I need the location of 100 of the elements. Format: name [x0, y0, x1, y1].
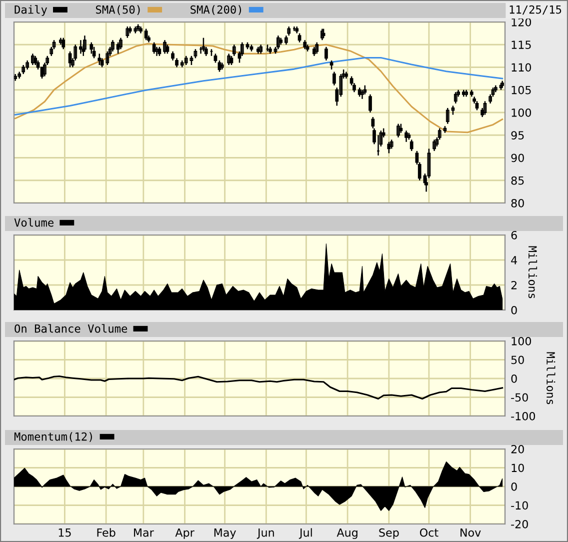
candlestick [432, 139, 436, 152]
y-axis-title: Millions [528, 246, 538, 298]
candlestick [98, 53, 102, 66]
candlestick [26, 60, 30, 70]
candlestick [111, 39, 114, 52]
x-tick-label: Jun [256, 528, 274, 539]
y-tick-label: 100 [512, 108, 532, 117]
legend-label: On Balance Volume [14, 324, 128, 333]
y-tick-label: -10 [511, 501, 528, 510]
y-tick-label: 90 [511, 154, 524, 162]
candlestick [454, 92, 458, 104]
candlestick [232, 44, 236, 57]
legend-label: Daily [14, 5, 48, 16]
candlestick [322, 28, 326, 38]
y-tick-label: -50 [511, 393, 528, 402]
candlestick [214, 53, 218, 64]
candlestick [475, 100, 479, 111]
candlestick [158, 46, 162, 57]
candlestick [163, 39, 166, 54]
y-tick-label: 105 [512, 86, 531, 94]
candlestick [315, 42, 319, 54]
y-tick-label: 20 [511, 444, 524, 454]
candlestick [190, 55, 194, 66]
y-tick-label: 0 [511, 482, 517, 491]
candlestick [194, 48, 198, 59]
line-series [14, 56, 504, 116]
x-tick-label: May [214, 528, 236, 539]
legend-label: Momentum(12) [14, 432, 92, 442]
candlestick [22, 64, 26, 75]
candlestick [390, 139, 394, 150]
candlestick [116, 42, 120, 54]
candlestick [144, 28, 148, 41]
x-tick-label: Mar [134, 528, 154, 537]
candlestick [202, 37, 206, 52]
candlestick [30, 53, 34, 66]
candlestick [227, 53, 230, 66]
candlestick [79, 39, 82, 54]
candlestick [446, 107, 450, 124]
candlestick [90, 42, 94, 54]
candlestick [126, 26, 130, 38]
candlestick [324, 46, 328, 62]
line-series [14, 375, 504, 400]
candlestick [387, 141, 391, 154]
candlestick [34, 55, 38, 66]
candlestick [184, 55, 188, 66]
candlestick [62, 37, 66, 50]
y-tick-label: 110 [512, 63, 532, 72]
candlestick [410, 139, 414, 152]
candlestick [404, 130, 408, 143]
candlestick [276, 34, 280, 50]
y-tick-label: 115 [512, 40, 531, 50]
candlestick [100, 58, 104, 68]
x-tick-label: Feb [97, 528, 116, 537]
candlestick [284, 34, 288, 46]
y-tick-label: 2 [511, 280, 517, 290]
y-tick-label: 85 [511, 176, 524, 185]
candlestick [312, 46, 316, 57]
x-tick-label: Apr [175, 528, 194, 539]
candlestick [287, 26, 291, 36]
y-tick-label: 10 [512, 464, 524, 472]
y-tick-label: 4 [511, 256, 517, 264]
candlestick [399, 123, 403, 134]
text: 11/25/15 [510, 5, 562, 15]
y-axis-title: Millions [546, 352, 556, 404]
candlestick [360, 89, 364, 100]
y-tick-label: 95 [511, 131, 524, 140]
candlestick [220, 62, 224, 70]
candlestick [106, 50, 110, 66]
candlestick [155, 46, 158, 57]
candlestick [332, 71, 336, 86]
candlestick [303, 39, 307, 50]
y-tick-label: 100 [512, 336, 532, 346]
candlestick [427, 148, 431, 179]
candlestick [230, 55, 234, 66]
y-tick-label: 50 [511, 356, 524, 364]
y-tick-label: 80 [511, 198, 524, 208]
candlestick [92, 46, 96, 59]
y-tick-label: -20 [511, 520, 528, 528]
y-tick-label: 6 [511, 230, 517, 240]
x-tick-label: Oct [420, 528, 438, 537]
x-tick-label: Nov [460, 528, 481, 537]
x-tick-label: Sep [379, 528, 399, 539]
candlestick [368, 94, 372, 114]
candlestick [298, 32, 302, 43]
y-tick-label: 0 [511, 374, 517, 383]
candlestick [483, 100, 487, 116]
candlestick [152, 42, 156, 54]
candlestick [119, 37, 122, 50]
legend-label: SMA(50) [96, 5, 140, 16]
candlestick [396, 123, 400, 138]
candlestick [166, 44, 170, 54]
x-tick-label: Jul [298, 528, 312, 539]
candlestick [451, 105, 455, 116]
line-series [14, 42, 504, 134]
y-tick-label: -100 [511, 412, 536, 420]
x-tick-label: 15 [58, 528, 71, 537]
legend-label: SMA(200) [190, 5, 242, 16]
x-tick-label: Aug [336, 528, 358, 539]
candlestick [259, 44, 263, 54]
legend-label: Volume [14, 218, 54, 227]
